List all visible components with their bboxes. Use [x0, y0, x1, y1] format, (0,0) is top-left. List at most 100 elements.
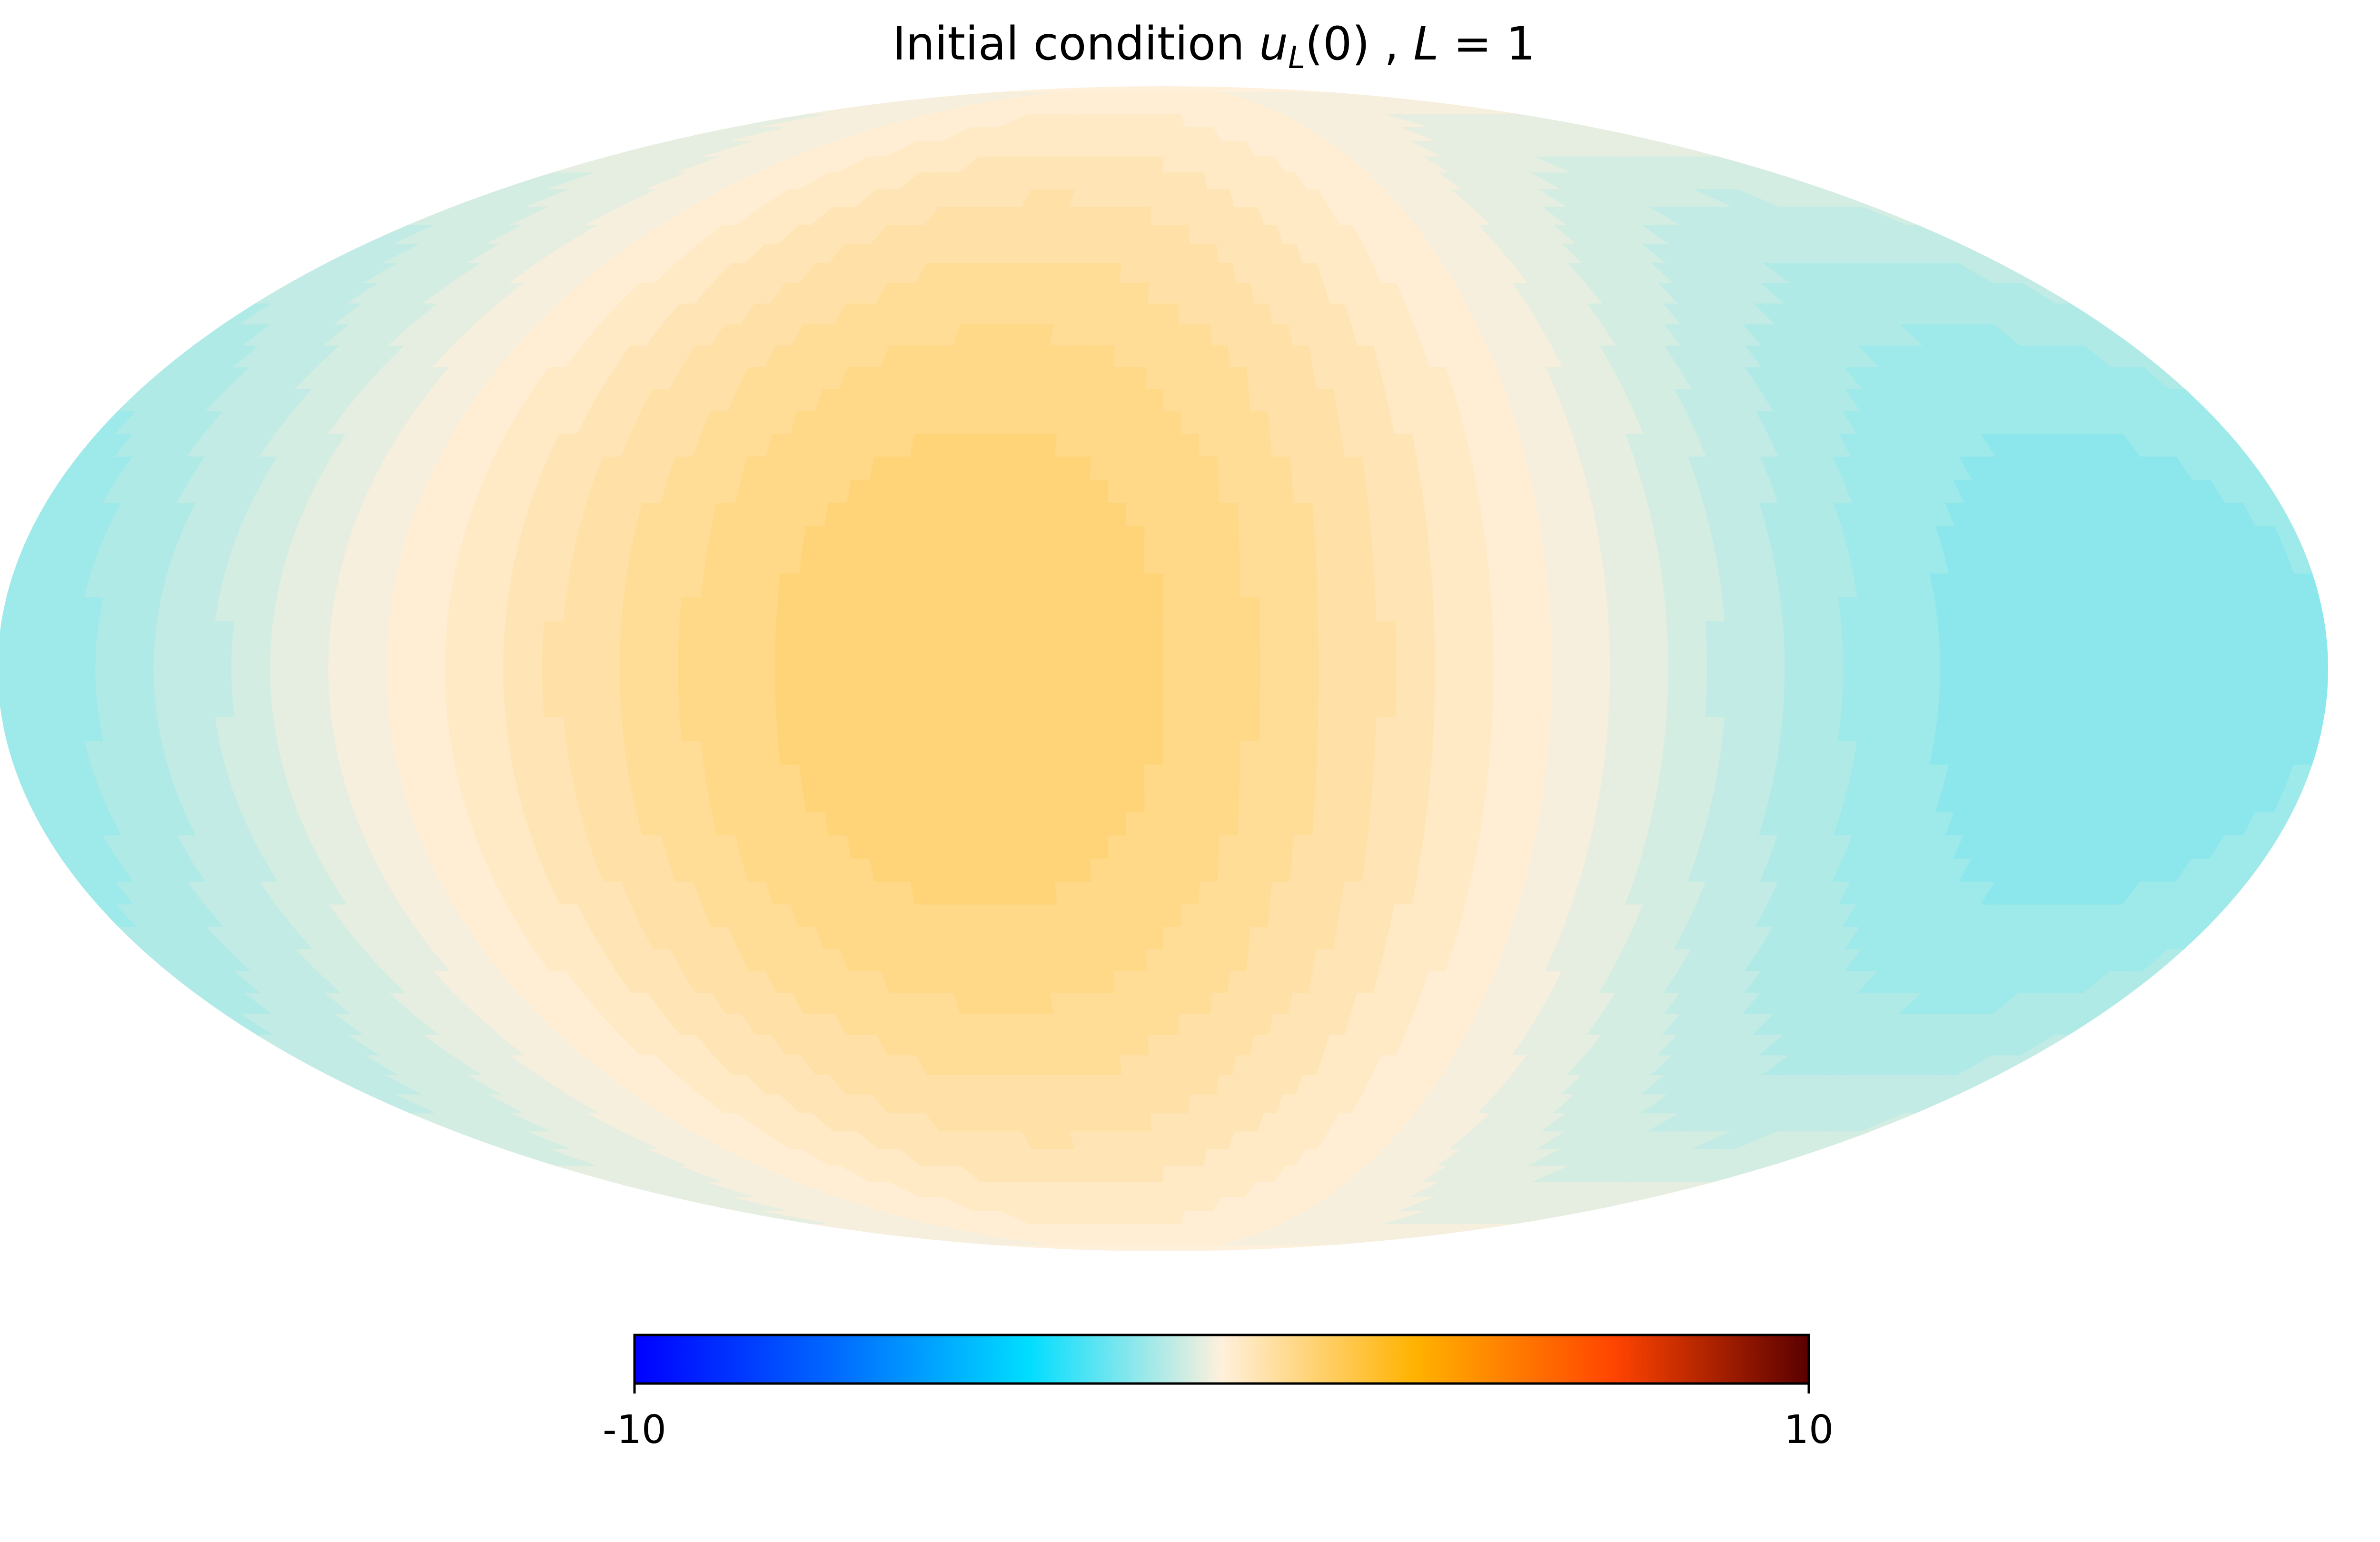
map-cell [974, 811, 996, 836]
map-cell [1236, 834, 1257, 859]
map-cell [1607, 620, 1629, 645]
map-cell [880, 811, 903, 836]
map-cell [1325, 455, 1347, 480]
map-cell [1289, 455, 1310, 480]
map-cell [1031, 811, 1052, 836]
map-cell [307, 668, 329, 693]
map-cell [2265, 620, 2289, 645]
map-cell [463, 644, 485, 669]
map-cell [541, 644, 562, 669]
map-cell [2016, 644, 2038, 669]
map-cell [1213, 388, 1233, 412]
map-cell [1144, 455, 1163, 480]
map-cell [1441, 811, 1465, 836]
map-cell [1088, 834, 1109, 859]
map-cell [249, 668, 271, 693]
map-cell [601, 596, 624, 622]
map-cell [1162, 992, 1180, 1014]
map-cell [152, 668, 174, 693]
map-cell [1054, 880, 1075, 905]
map-cell [1376, 644, 1397, 669]
map-cell [1725, 644, 1746, 669]
map-cell [1175, 1093, 1190, 1114]
map-cell [1686, 644, 1707, 669]
map-cell [619, 620, 641, 645]
map-cell [524, 596, 547, 622]
map-cell [1647, 668, 1668, 693]
map-cell [1721, 596, 1745, 622]
map-cell [1069, 478, 1090, 503]
map-cell [152, 644, 174, 669]
map-cell [541, 620, 564, 645]
map-cell [1274, 502, 1295, 526]
map-cell [741, 763, 764, 789]
map-cell [1026, 692, 1048, 717]
map-cell [1143, 644, 1163, 669]
map-cell [1035, 433, 1057, 457]
map-cell [1143, 620, 1163, 645]
map-cell [1284, 903, 1306, 927]
map-cell [1856, 596, 1880, 622]
map-cell [2074, 644, 2096, 669]
map-cell [562, 596, 585, 622]
map-cell [1180, 858, 1200, 882]
map-cell [1264, 926, 1286, 949]
map-cell [1567, 716, 1589, 741]
map-cell [915, 787, 938, 812]
map-cell [482, 644, 504, 669]
map-cell [289, 692, 312, 717]
map-cell [1029, 525, 1051, 550]
map-cell [541, 668, 562, 693]
map-cell [1841, 644, 1863, 669]
map-cell [1071, 455, 1091, 480]
map-cell [1181, 787, 1201, 812]
map-cell [1184, 1130, 1199, 1149]
map-cell [1162, 596, 1183, 622]
map-cell [1193, 992, 1212, 1014]
map-cell [875, 763, 897, 789]
map-cell [1144, 880, 1163, 905]
map-cell [915, 525, 938, 550]
map-cell [873, 573, 895, 598]
map-cell [1586, 716, 1609, 741]
map-cell [1178, 970, 1197, 993]
map-cell [1234, 858, 1255, 882]
map-cell [1148, 1054, 1163, 1075]
map-cell [1588, 620, 1610, 645]
map-cell [853, 716, 874, 741]
map-cell [1996, 668, 2018, 693]
map-cell [2288, 668, 2310, 693]
map-cell [483, 620, 506, 645]
map-cell [1318, 668, 1339, 693]
map-cell [134, 620, 157, 645]
map-cell [426, 716, 451, 741]
map-cell [1075, 388, 1095, 412]
map-cell [1180, 455, 1200, 480]
map-cell [834, 740, 857, 765]
map-cell [1227, 970, 1247, 993]
map-cell [1317, 620, 1338, 645]
map-cell [406, 620, 428, 645]
map-cell [1329, 811, 1352, 836]
map-cell [1275, 525, 1297, 550]
map-cell [1311, 811, 1333, 836]
map-cell [1162, 1013, 1179, 1035]
map-cell [899, 502, 922, 526]
map-cell [1561, 549, 1585, 574]
map-cell [698, 716, 720, 741]
map-cell [1172, 1148, 1186, 1166]
map-cell [1143, 549, 1163, 574]
map-cell [793, 668, 814, 693]
map-cell [1181, 620, 1202, 645]
map-cell [1492, 668, 1513, 693]
map-cell [1047, 740, 1068, 765]
map-cell [1129, 970, 1148, 993]
map-cell [1162, 433, 1182, 457]
map-cell [446, 716, 470, 741]
map-cell [1027, 740, 1049, 765]
map-cell [1430, 740, 1453, 765]
map-cell [1255, 811, 1277, 836]
map-cell [1473, 644, 1494, 669]
map-cell [1046, 644, 1067, 669]
map-cell [1048, 525, 1070, 550]
